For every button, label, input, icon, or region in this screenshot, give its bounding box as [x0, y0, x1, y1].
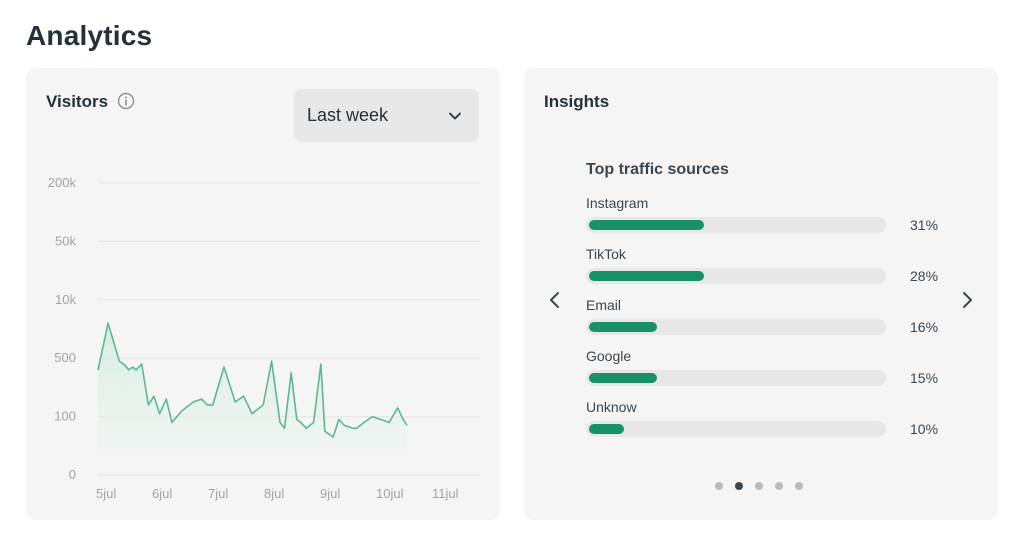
visitors-chart: 0 100 500 10k 50k 200k 5jul 6jul 7jul 8jul 9jul 10…	[48, 175, 480, 501]
chevron-left-icon[interactable]	[546, 290, 564, 310]
insights-card: Insights Top traffic sources Instagram 3…	[524, 68, 998, 520]
source-percent: 16%	[910, 319, 939, 335]
info-icon[interactable]	[117, 92, 135, 110]
x-tick-label: 7jul	[208, 486, 228, 501]
x-tick-label: 11jul	[432, 486, 459, 501]
pagination-dot[interactable]	[775, 482, 783, 490]
y-tick-label: 0	[69, 467, 76, 482]
y-tick-label: 100	[54, 409, 76, 424]
source-percent: 28%	[910, 268, 939, 284]
x-tick-label: 6jul	[152, 486, 172, 501]
source-bar-track	[586, 217, 886, 233]
pagination-dot[interactable]	[795, 482, 803, 490]
source-bar-track	[586, 268, 886, 284]
y-tick-label: 500	[54, 350, 76, 365]
chevron-down-icon	[449, 112, 461, 120]
chevron-right-icon[interactable]	[958, 290, 976, 310]
pagination-dot[interactable]	[715, 482, 723, 490]
x-tick-label: 9jul	[320, 486, 340, 501]
visitors-card: Visitors Last week 0 100 500 10k 50k 200k 5ju…	[26, 68, 500, 520]
source-row: Instagram 31%	[586, 195, 946, 239]
source-bar-track	[586, 319, 886, 335]
visitors-area	[98, 323, 408, 452]
source-bar-fill	[589, 373, 657, 383]
source-percent: 15%	[910, 370, 939, 386]
y-tick-label: 200k	[48, 175, 77, 190]
source-row: Email 16%	[586, 297, 946, 341]
source-row: TikTok 28%	[586, 246, 946, 290]
pagination-dot[interactable]	[735, 482, 743, 490]
visitors-title: Visitors	[46, 92, 109, 111]
y-tick-label: 50k	[55, 233, 76, 248]
source-name: Email	[586, 297, 622, 313]
source-percent: 31%	[910, 217, 939, 233]
source-name: Google	[586, 348, 632, 364]
source-bar-fill	[589, 424, 624, 434]
source-bar-track	[586, 370, 886, 386]
source-name: TikTok	[586, 246, 626, 262]
source-row: Unknow 10%	[586, 399, 946, 443]
source-bar-fill	[589, 220, 704, 230]
page-title: Analytics	[26, 20, 153, 51]
x-tick-label: 8jul	[264, 486, 284, 501]
period-dropdown-value: Last week	[307, 105, 389, 125]
visitors-line	[97, 322, 408, 438]
x-tick-label: 10jul	[376, 486, 404, 501]
source-name: Instagram	[586, 195, 649, 211]
source-name: Unknow	[586, 399, 637, 415]
y-tick-label: 10k	[55, 292, 76, 307]
top-sources-title: Top traffic sources	[586, 161, 729, 178]
insights-title: Insights	[544, 92, 610, 111]
period-dropdown[interactable]: Last week	[294, 89, 479, 142]
pagination-dot[interactable]	[755, 482, 763, 490]
source-percent: 10%	[910, 421, 939, 437]
source-bar-track	[586, 421, 886, 437]
source-bar-fill	[589, 322, 657, 332]
source-bar-fill	[589, 271, 704, 281]
source-row: Google 15%	[586, 348, 946, 392]
x-tick-label: 5jul	[96, 486, 116, 501]
